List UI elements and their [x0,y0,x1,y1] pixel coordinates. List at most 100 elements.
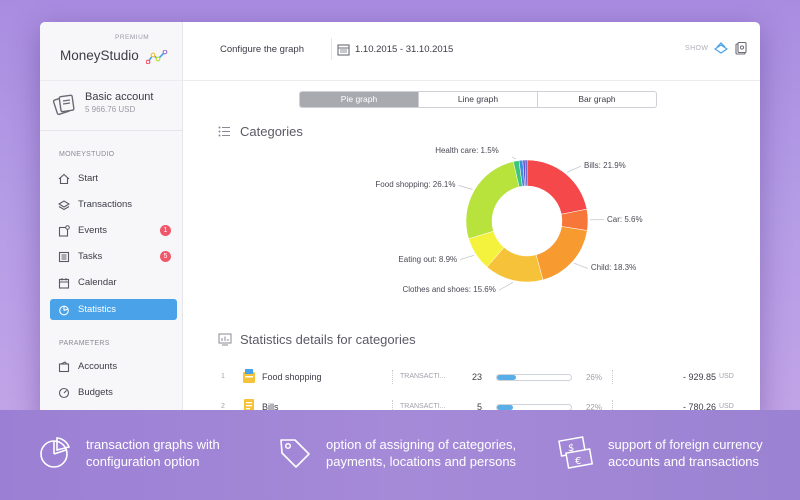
bill-icon [244,399,254,413]
column-divider [392,400,393,414]
app-window: PREMIUM MoneyStudio Basic account 5 966.… [40,22,760,422]
currency-icon: $€ [558,436,594,469]
pie-slice-label: Bills: 21.9% [584,161,626,171]
pie-label-leader [498,282,514,291]
amount: - 780.26 [682,402,716,412]
sidebar-item-events[interactable]: Events 1 [50,220,177,241]
pie-slice-label: Health care: 1.5% [435,146,499,156]
pie-chart-icon [40,437,71,468]
amount: - 929.85 [682,372,716,382]
currency: USD [719,403,734,410]
graph-type-segmented-control: Pie graph Line graph Bar graph [299,91,657,108]
account-balance: 5 966.76 USD [85,105,136,114]
statistics-icon [59,305,69,315]
wallet-icon [52,94,75,116]
pie-label-leader [566,165,582,173]
tab-pie-graph[interactable]: Pie graph [300,92,419,107]
pie-slice-label: Eating out: 8.9% [398,254,458,264]
home-icon [58,173,70,184]
pie-slice[interactable] [524,159,528,187]
share-progress-fill [497,405,514,410]
date-range-selector[interactable]: 1.10.2015 - 31.10.2015 [355,44,454,55]
sidebar-item-label: Tasks [78,251,103,262]
sidebar-section-heading: PARAMETERS [59,340,110,347]
feature-banner: transaction graphs with configuration op… [0,410,800,500]
statistics-details-icon [218,333,232,346]
table-row[interactable]: 1 Food shopping TRANSACTI... 23 26% - 92… [218,367,738,387]
tab-line-graph[interactable]: Line graph [419,92,538,107]
category-name: Food shopping [262,372,322,382]
feature-text: option of assigning of categories, payme… [326,437,517,469]
share-progress-bar [496,374,572,381]
pie-label-leader [458,185,473,190]
budgets-icon [58,387,70,398]
sidebar: PREMIUM MoneyStudio Basic account 5 966.… [40,22,183,422]
toolbar-separator [331,38,332,60]
show-wallet-icon[interactable] [734,41,748,55]
configure-graph-button[interactable]: Configure the graph [220,44,304,55]
tasks-icon [58,251,70,262]
currency: USD [719,373,734,380]
row-number: 2 [221,403,225,410]
pie-slice[interactable] [535,226,588,281]
pie-slice-label: Car: 5.6% [606,214,643,224]
pie-label-leader [511,157,516,160]
categories-title: Categories [240,124,303,139]
account-selector[interactable]: Basic account 5 966.76 USD [52,89,177,125]
sidebar-item-label: Transactions [78,199,133,210]
categories-donut-chart [458,157,604,291]
statistics-details-title: Statistics details for categories [240,332,416,347]
pie-slice[interactable] [526,159,588,215]
sidebar-item-tasks[interactable]: Tasks 5 [50,246,177,267]
date-calendar-icon[interactable] [337,43,350,56]
sidebar-item-statistics[interactable]: Statistics [50,299,177,320]
column-divider [612,370,613,384]
share-progress-fill [497,375,517,380]
pie-slice[interactable] [465,161,520,240]
feature-text: transaction graphs with configuration op… [86,437,220,469]
sidebar-item-budgets[interactable]: Budgets [50,382,177,403]
feature-graphs: transaction graphs with configuration op… [38,436,246,470]
share-percent: 26% [585,373,602,382]
transaction-count: 23 [471,372,482,382]
sidebar-item-label: Calendar [78,277,117,288]
tasks-count-badge: 5 [160,251,171,262]
transaction-count: 5 [476,402,482,412]
sidebar-item-calendar[interactable]: Calendar [50,272,177,293]
transactions-label: TRANSACTI... [400,403,446,410]
column-divider [612,400,613,414]
feature-categories: option of assigning of categories, payme… [278,436,536,470]
pie-label-leader [460,254,475,260]
events-icon [58,224,70,237]
toolbar-divider [40,80,760,81]
sidebar-item-transactions[interactable]: Transactions [50,194,177,215]
account-name: Basic account [85,91,154,103]
svg-text:$: $ [568,443,574,454]
pie-slice-label: Food shopping: 26.1% [375,180,456,190]
transactions-label: TRANSACTI... [400,373,446,380]
pie-slice-label: Child: 18.3% [590,263,637,273]
sidebar-item-start[interactable]: Start [50,168,177,189]
transactions-icon [58,199,70,210]
sidebar-item-label: Budgets [78,387,113,398]
brand-premium-label: PREMIUM [115,34,150,41]
tab-bar-graph[interactable]: Bar graph [578,94,616,104]
accounts-icon [58,360,70,372]
row-number: 1 [221,373,225,380]
calendar-icon [58,277,70,289]
sidebar-section-heading: MONEYSTUDIO [59,151,115,158]
sidebar-item-label: Events [78,225,108,236]
sidebar-item-accounts[interactable]: Accounts [50,356,177,377]
pie-label-leader [573,262,589,269]
sidebar-item-label: Statistics [78,304,117,315]
category-name: Bills [262,402,279,412]
feature-text: support of foreign currency accounts and… [608,437,763,469]
sidebar-item-label: Accounts [78,361,118,372]
share-percent: 22% [585,403,602,412]
brand-name: MoneyStudio [60,48,139,63]
shopping-basket-icon [243,369,255,383]
svg-text:€: € [575,456,581,467]
list-icon [218,126,230,137]
feature-currency: $ € support of foreign currency accounts … [558,436,788,470]
show-accounts-icon[interactable] [714,41,728,55]
